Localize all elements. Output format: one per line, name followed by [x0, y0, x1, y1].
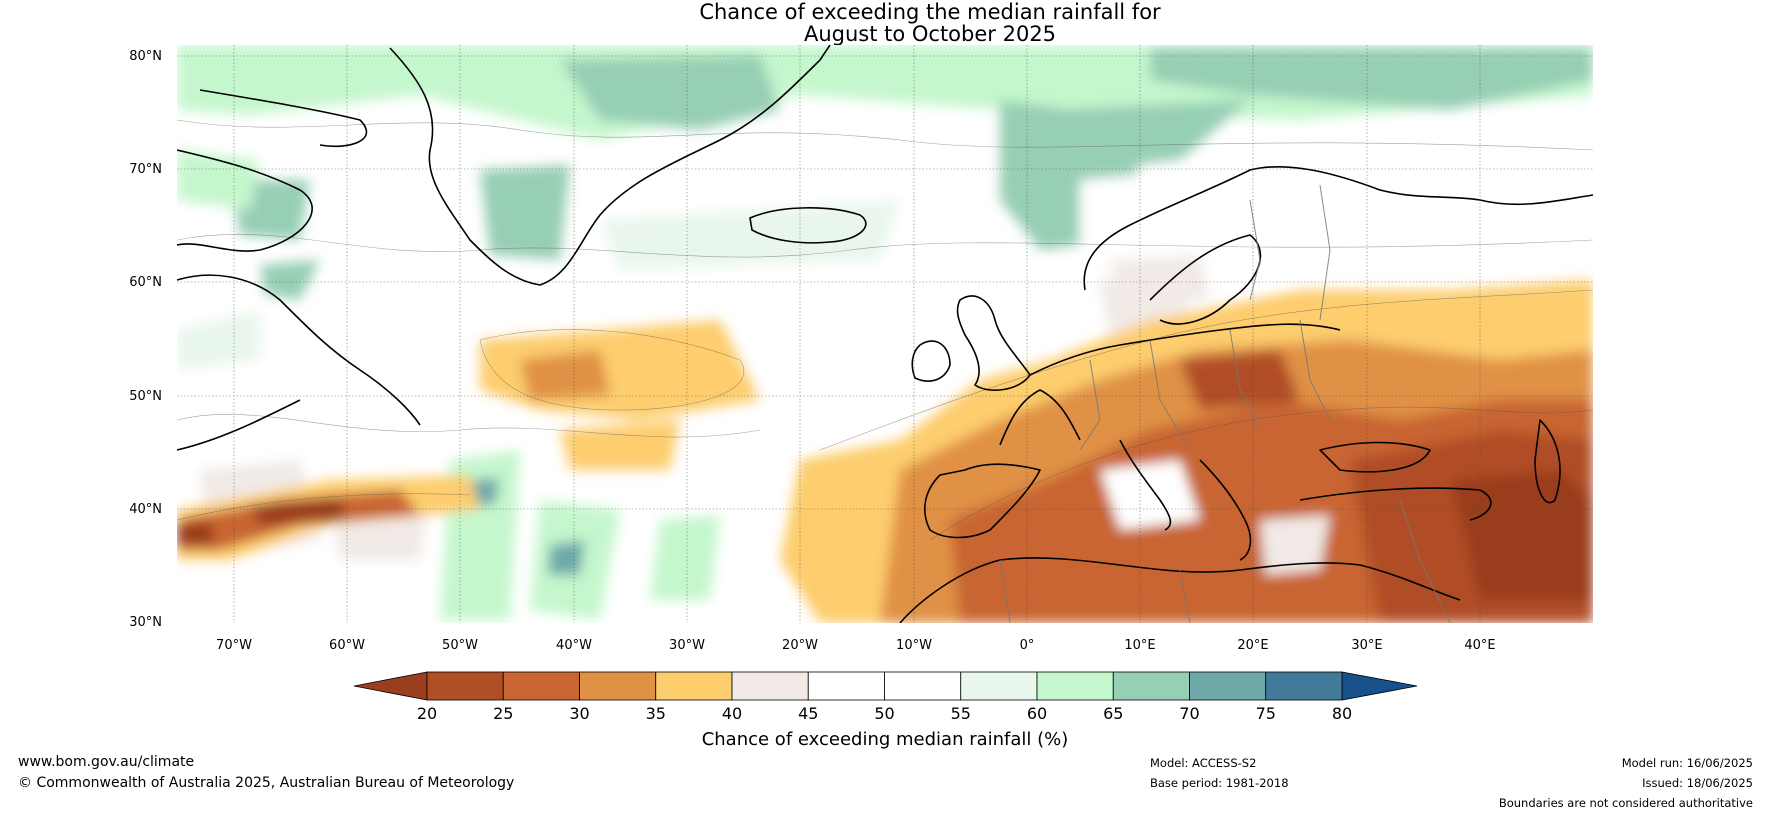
colorbar-tick-label: 50 — [874, 704, 894, 723]
lat-label: 30°N — [129, 615, 162, 630]
lon-label: 40°W — [556, 638, 592, 653]
base-period-text: Base period: 1981-2018 — [1150, 776, 1289, 790]
colorbar-tick-label: 25 — [493, 704, 513, 723]
colorbar: 20 25 30 35 40 45 50 55 60 65 70 75 80 — [353, 671, 1418, 723]
colorbar-cell — [960, 671, 1038, 701]
colorbar-cell — [426, 671, 504, 701]
colorbar-cell — [1189, 671, 1267, 701]
colorbar-tick-label: 55 — [951, 704, 971, 723]
colorbar-cell — [655, 671, 733, 701]
colorbar-low-extension — [353, 671, 428, 701]
country-borders — [999, 184, 1451, 623]
lon-label: 30°E — [1351, 638, 1382, 653]
map-title-line-2: August to October 2025 — [803, 22, 1057, 46]
website-text: www.bom.gov.au/climate — [18, 754, 195, 770]
colorbar-tick-label: 45 — [798, 704, 818, 723]
latitude-labels: 80°N 70°N 60°N 50°N 40°N 30°N — [129, 49, 162, 630]
lon-label: 60°W — [329, 638, 365, 653]
disclaimer-text: Boundaries are not considered authoritat… — [1498, 796, 1753, 810]
colorbar-tick-label: 75 — [1256, 704, 1276, 723]
colorbar-tick-label: 80 — [1332, 704, 1352, 723]
lon-label: 10°W — [896, 638, 932, 653]
colorbar-cell — [502, 671, 580, 701]
graticule — [177, 45, 1593, 623]
colorbar-high-extension — [1341, 671, 1418, 701]
colorbar-tick-label: 35 — [646, 704, 666, 723]
map-title-line-1: Chance of exceeding the median rainfall … — [699, 0, 1161, 24]
lon-label: 20°W — [782, 638, 818, 653]
lon-label: 50°W — [442, 638, 478, 653]
lat-label: 50°N — [129, 389, 162, 404]
lon-label: 40°E — [1464, 638, 1495, 653]
model-text: Model: ACCESS-S2 — [1150, 756, 1257, 770]
rainfall-probability-field — [177, 45, 1593, 623]
colorbar-tick-label: 30 — [569, 704, 589, 723]
lon-label: 30°W — [669, 638, 705, 653]
colorbar-cell — [1265, 671, 1343, 701]
colorbar-label: Chance of exceeding median rainfall (%) — [702, 729, 1069, 750]
lat-label: 40°N — [129, 502, 162, 517]
copyright-text: © Commonwealth of Australia 2025, Austra… — [18, 775, 515, 791]
colorbar-cell — [1112, 671, 1190, 701]
colorbar-cell — [807, 671, 885, 701]
lat-label: 70°N — [129, 162, 162, 177]
colorbar-cell — [579, 671, 657, 701]
longitude-labels: 70°W 60°W 50°W 40°W 30°W 20°W 10°W 0° 10… — [216, 638, 1496, 653]
lon-label: 20°E — [1237, 638, 1268, 653]
coastlines — [177, 45, 1593, 623]
lon-label: 0° — [1020, 638, 1035, 653]
colorbar-tick-label: 60 — [1027, 704, 1047, 723]
lon-label: 70°W — [216, 638, 252, 653]
colorbar-tick-label: 40 — [722, 704, 742, 723]
colorbar-cell — [731, 671, 809, 701]
colorbar-cell — [884, 671, 962, 701]
colorbar-tick-label: 70 — [1179, 704, 1199, 723]
lat-label: 80°N — [129, 49, 162, 64]
issued-text: Issued: 18/06/2025 — [1642, 776, 1753, 790]
lat-label: 60°N — [129, 275, 162, 290]
lon-label: 10°E — [1124, 638, 1155, 653]
colorbar-tick-label: 20 — [417, 704, 437, 723]
colorbar-tick-label: 65 — [1103, 704, 1123, 723]
colorbar-cell — [1036, 671, 1114, 701]
model-run-text: Model run: 16/06/2025 — [1621, 756, 1753, 770]
map-panel — [177, 45, 1593, 623]
